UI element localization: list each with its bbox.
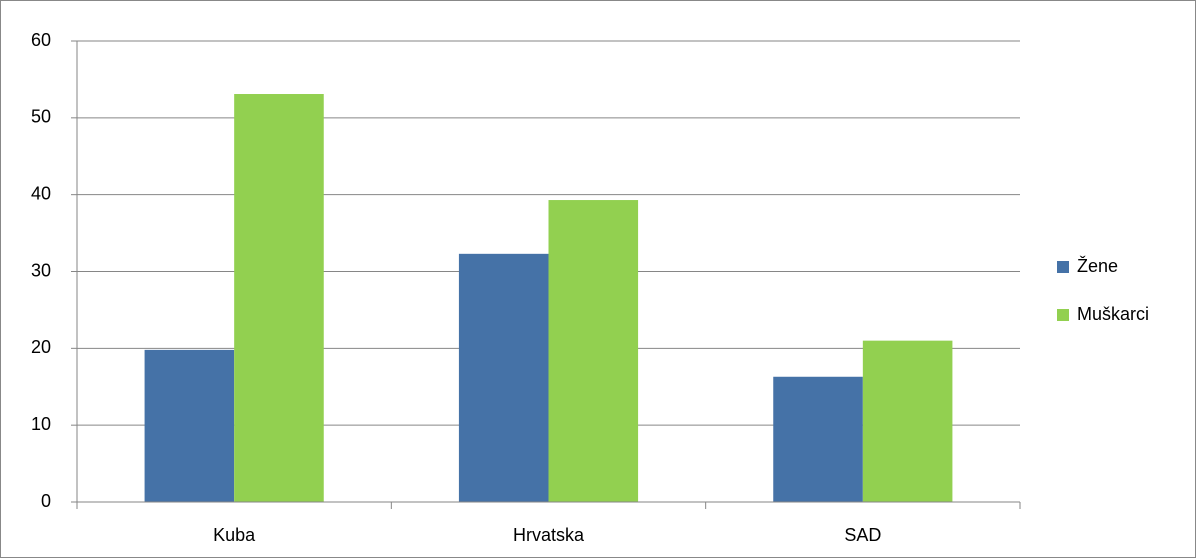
y-tick-label: 0 — [41, 491, 51, 511]
y-tick-label: 40 — [31, 183, 51, 203]
y-tick-label: 50 — [31, 107, 51, 127]
bar — [458, 253, 549, 502]
legend-label: Muškarci — [1077, 304, 1149, 324]
x-tick-label: Kuba — [213, 525, 256, 545]
legend-swatch — [1057, 309, 1069, 321]
bar — [144, 349, 235, 502]
y-tick-label: 30 — [31, 260, 51, 280]
bar — [862, 340, 953, 502]
y-tick-label: 20 — [31, 337, 51, 357]
y-tick-label: 10 — [31, 414, 51, 434]
x-tick-label: SAD — [844, 525, 881, 545]
bar — [548, 200, 639, 503]
y-tick-label: 60 — [31, 30, 51, 50]
x-tick-label: Hrvatska — [513, 525, 585, 545]
legend-swatch — [1057, 261, 1069, 273]
bar — [773, 376, 863, 502]
legend-label: Žene — [1077, 256, 1118, 276]
bar — [234, 94, 324, 502]
